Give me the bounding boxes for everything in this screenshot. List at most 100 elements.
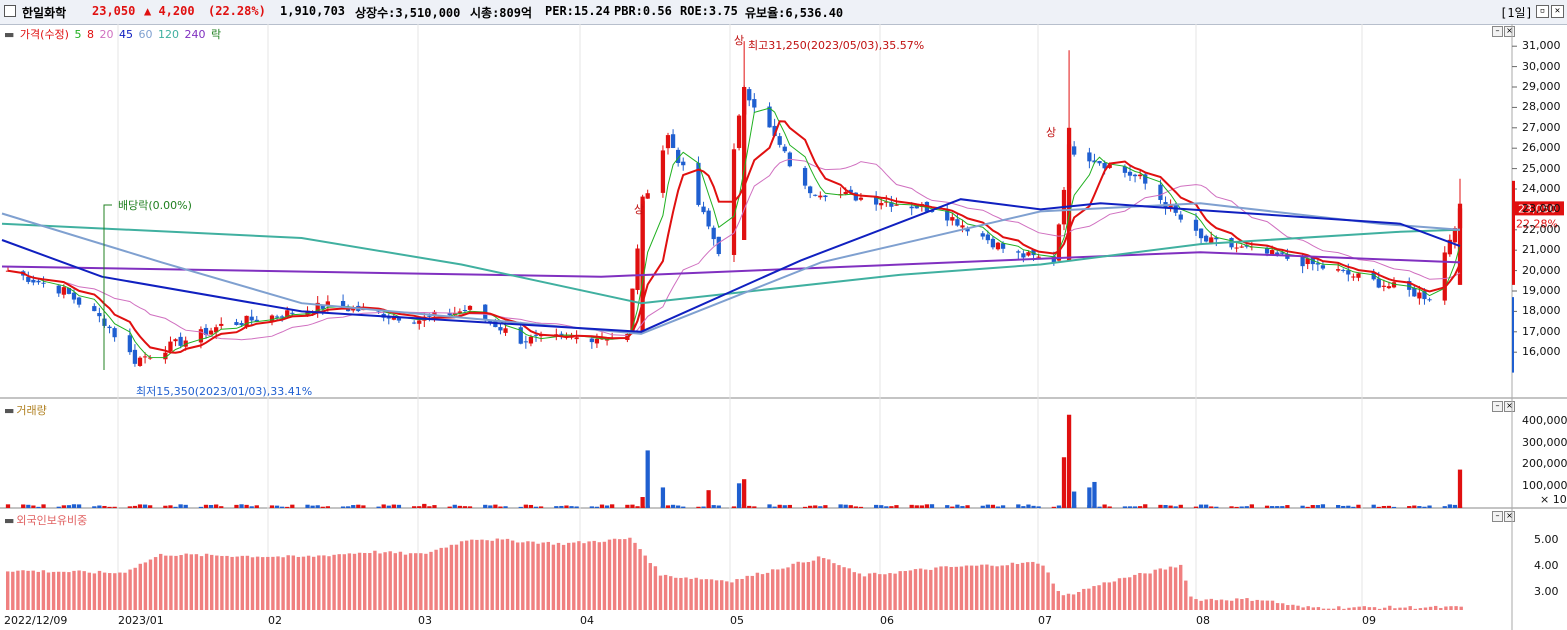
- foreign-bar: [1138, 572, 1142, 610]
- panel-close-icon[interactable]: ×: [1504, 26, 1515, 37]
- candle: [660, 150, 666, 193]
- foreign-bar: [663, 574, 668, 610]
- foreign-bar: [944, 566, 948, 610]
- candle: [843, 191, 848, 195]
- checkbox[interactable]: [4, 5, 16, 17]
- panel-toggle-icon[interactable]: ▬: [4, 28, 15, 41]
- candle: [990, 238, 996, 248]
- foreign-bar: [1143, 573, 1147, 610]
- volume-bar: [1214, 506, 1219, 508]
- foreign-bar: [1209, 598, 1213, 610]
- foreign-bar: [189, 554, 193, 610]
- foreign-bar: [995, 566, 999, 610]
- volume-bar: [736, 483, 742, 508]
- foreign-bar: [153, 557, 158, 610]
- candle: [995, 242, 1001, 250]
- volume-bar: [1356, 504, 1361, 508]
- stock-name: 한일화학: [22, 6, 67, 20]
- foreign-bar: [822, 558, 826, 610]
- volume-close-icon[interactable]: ×: [1504, 401, 1515, 412]
- chart-canvas[interactable]: 23,050 22.28% 최고31,250(2023/05/03),35.57% 최…: [0, 24, 1567, 630]
- volume-bar: [747, 505, 752, 508]
- candle: [980, 233, 985, 237]
- foreign-bar: [296, 556, 301, 610]
- candle: [493, 321, 498, 328]
- volume-bar: [523, 504, 528, 508]
- volume-bar: [874, 504, 879, 508]
- foreign-bar: [1107, 582, 1111, 610]
- panel-minimize-icon[interactable]: –: [1492, 26, 1503, 37]
- foreign-bar: [1230, 600, 1234, 610]
- foreign-bar: [1321, 608, 1326, 610]
- foreign-bar: [480, 539, 484, 610]
- volume-bar: [142, 504, 148, 508]
- foreign-bar: [689, 578, 693, 610]
- volume-minimize-icon[interactable]: –: [1492, 401, 1503, 412]
- close-icon[interactable]: ✕: [1551, 5, 1564, 18]
- volume-bar: [1407, 506, 1412, 508]
- candle: [1214, 237, 1219, 240]
- candle: [879, 203, 884, 206]
- restore-icon[interactable]: ▫: [1536, 5, 1549, 18]
- foreign-close-icon[interactable]: ×: [1504, 511, 1515, 522]
- pbr-value: PBR:0.56: [614, 4, 672, 18]
- foreign-minimize-icon[interactable]: –: [1492, 511, 1503, 522]
- volume-bar: [889, 506, 894, 508]
- volume-bar: [21, 504, 26, 508]
- foreign-bar: [500, 539, 505, 610]
- foreign-bar: [159, 553, 163, 610]
- foreign-bar: [97, 570, 102, 610]
- foreign-bar: [1189, 596, 1193, 610]
- price-tick-label: 27,000: [1522, 120, 1561, 134]
- candle: [808, 186, 813, 194]
- foreign-bar: [1296, 605, 1300, 610]
- legend-ma5: 5: [74, 28, 82, 41]
- foreign-bar: [1265, 600, 1270, 610]
- foreign-bar: [408, 553, 413, 610]
- foreign-bar: [918, 568, 923, 610]
- foreign-bar: [1051, 583, 1055, 610]
- candle: [950, 217, 955, 221]
- volume-bar: [1000, 505, 1006, 508]
- foreign-bar: [873, 572, 877, 610]
- volume-bar: [767, 504, 772, 508]
- volume-bar: [66, 505, 72, 508]
- foreign-bar: [1015, 564, 1020, 610]
- foreign-bar: [1133, 574, 1137, 610]
- volume-bar: [858, 506, 864, 508]
- volume-bar: [1371, 504, 1376, 508]
- volume-tick-label: 400,000: [1522, 413, 1567, 427]
- foreign-bar: [898, 571, 902, 610]
- candle: [1051, 256, 1056, 263]
- period-selector[interactable]: [1일]: [1500, 6, 1533, 20]
- foreign-bar: [1005, 565, 1009, 610]
- foreign-bar: [174, 555, 178, 610]
- foreign-bar: [1347, 607, 1351, 610]
- foreign-bar: [281, 557, 285, 610]
- foreign-bar: [26, 570, 30, 610]
- ma240-line: [1, 251, 1461, 278]
- volume-bar: [1229, 506, 1234, 508]
- foreign-bar: [250, 557, 255, 610]
- roe-value: ROE:3.75: [680, 4, 738, 18]
- x-tick-label: 2022/12/09: [4, 614, 68, 627]
- ma120-line: [1, 222, 1461, 305]
- volume-bar: [1244, 506, 1249, 508]
- dividend-marker: [103, 204, 112, 370]
- foreign-bar: [1275, 603, 1280, 610]
- volume-bar: [808, 505, 813, 508]
- candle: [498, 327, 503, 331]
- foreign-bar: [1077, 591, 1081, 610]
- price-tick-label: 21,000: [1522, 243, 1561, 257]
- candle: [1102, 162, 1107, 169]
- candle: [1315, 263, 1320, 265]
- foreign-bar: [714, 580, 719, 610]
- candle: [752, 99, 757, 108]
- foreign-bar: [210, 554, 214, 610]
- candle: [325, 301, 330, 307]
- foreign-bar: [16, 570, 20, 610]
- foreign-bar: [102, 572, 107, 610]
- foreign-bar: [1056, 591, 1060, 610]
- volume-bar: [447, 506, 452, 508]
- foreign-bar: [388, 551, 392, 610]
